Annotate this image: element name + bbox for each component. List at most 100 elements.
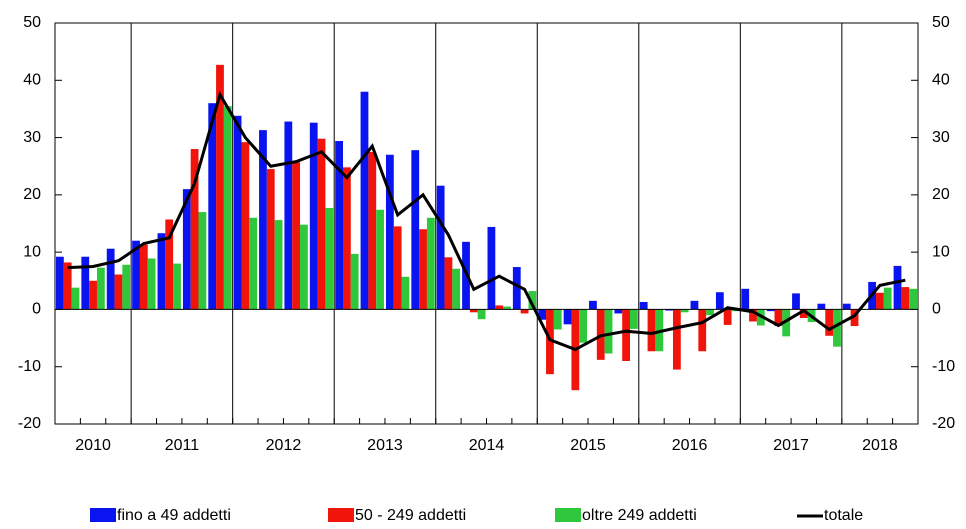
bar: [81, 256, 90, 310]
bar: [579, 309, 588, 343]
bar: [190, 149, 199, 310]
bar: [411, 150, 420, 310]
bar: [96, 267, 105, 310]
y-tick-label: 20: [23, 186, 41, 203]
bar: [723, 309, 732, 325]
bar: [393, 226, 402, 310]
bar: [792, 293, 800, 310]
y-tick-label: 50: [23, 14, 41, 31]
y-tick-label: 40: [23, 72, 41, 89]
bar: [71, 287, 80, 310]
bar: [782, 309, 791, 337]
bar: [343, 167, 351, 310]
bar: [233, 115, 242, 310]
bar: [901, 287, 910, 310]
bar: [553, 309, 562, 330]
bar: [495, 305, 504, 310]
bar: [622, 309, 630, 361]
legend-swatch: [90, 508, 116, 522]
y-tick-label: 0: [32, 301, 41, 318]
bar: [774, 309, 783, 327]
x-tick-label: 2010: [75, 437, 111, 454]
x-tick-label: 2016: [672, 437, 708, 454]
bar: [284, 121, 293, 310]
bar: [749, 309, 757, 322]
x-tick-label: 2013: [367, 437, 403, 454]
y2-tick-label: 50: [932, 14, 950, 31]
bar: [817, 303, 826, 310]
bar: [444, 257, 453, 310]
bar: [426, 217, 435, 310]
bar: [335, 141, 343, 310]
bar: [698, 309, 707, 352]
bar: [563, 309, 572, 325]
bar: [665, 309, 673, 311]
bar: [309, 122, 318, 310]
x-tick-label: 2012: [266, 437, 302, 454]
y2-tick-label: 20: [932, 186, 950, 203]
bar: [715, 292, 724, 310]
bar: [106, 248, 115, 310]
bar: [909, 288, 917, 310]
bar: [241, 142, 250, 310]
bar: [528, 291, 537, 310]
bar: [833, 309, 841, 347]
bar: [503, 306, 511, 310]
bar: [512, 267, 521, 310]
bar: [147, 258, 156, 310]
bar: [165, 219, 174, 310]
y2-tick-label: -10: [932, 358, 955, 375]
bar: [842, 303, 851, 310]
bar: [292, 162, 301, 310]
y-tick-label: 30: [23, 129, 41, 146]
bar: [487, 226, 496, 310]
bar: [157, 233, 166, 310]
bar: [766, 309, 775, 312]
bar: [360, 91, 369, 310]
y2-tick-label: 40: [932, 72, 950, 89]
bar: [630, 309, 638, 329]
bar: [401, 276, 410, 310]
y-tick-label: 10: [23, 243, 41, 260]
bar: [614, 309, 623, 314]
bar: [883, 287, 892, 310]
bar: [376, 209, 384, 310]
x-tick-label: 2014: [469, 437, 505, 454]
bar: [249, 217, 258, 310]
bar: [132, 240, 140, 310]
bar: [63, 262, 72, 310]
bar: [266, 169, 275, 310]
bar: [368, 151, 377, 310]
bar: [546, 309, 554, 375]
bar: [893, 265, 902, 310]
legend-label: 50 - 249 addetti: [355, 507, 466, 524]
bar: [350, 253, 359, 310]
bar: [216, 64, 224, 310]
bar: [876, 292, 884, 310]
bar: [706, 309, 714, 316]
bar: [680, 309, 689, 313]
x-tick-label: 2011: [165, 437, 200, 454]
bar: [469, 309, 478, 313]
line: [67, 90, 906, 352]
y2-tick-label: -20: [932, 415, 955, 432]
bar: [274, 220, 283, 310]
bar: [452, 268, 461, 310]
y2-tick-label: 0: [932, 301, 941, 318]
bar: [317, 138, 326, 310]
bar: [647, 309, 656, 352]
legend-swatch: [555, 508, 581, 522]
bar: [604, 309, 613, 354]
bar: [182, 189, 191, 310]
bar: [477, 309, 486, 320]
bar: [89, 280, 97, 310]
bar: [385, 154, 394, 310]
bar: [198, 212, 207, 310]
bar: [538, 309, 547, 320]
bar: [436, 185, 445, 310]
y-tick-label: -20: [18, 415, 41, 432]
bar: [850, 309, 859, 327]
x-tick-label: 2017: [773, 437, 809, 454]
x-tick-label: 2015: [570, 437, 606, 454]
